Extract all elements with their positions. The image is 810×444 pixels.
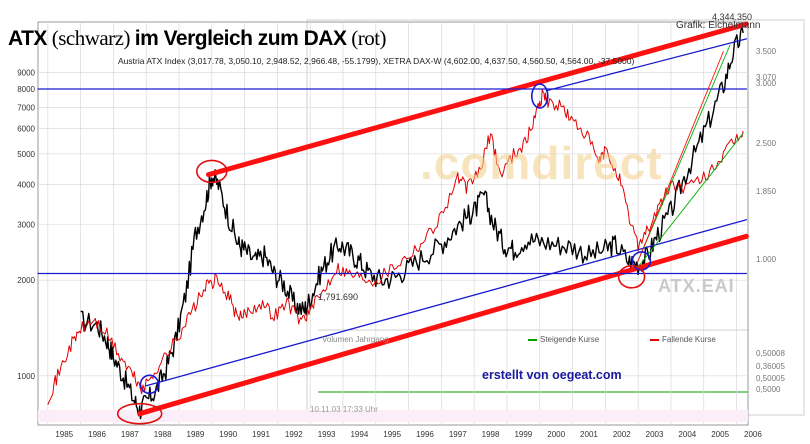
x-tick-1990: 1990	[219, 430, 237, 439]
legend-rising-label: Steigende Kurse	[540, 335, 600, 344]
grafik-label: Grafik: Eichelmann	[676, 20, 761, 31]
title-atx: ATX	[8, 27, 47, 50]
plot-frame	[37, 21, 749, 426]
lower-red-trend	[137, 233, 749, 417]
x-tick-1986: 1986	[88, 430, 106, 439]
marker-atx-peak-1990	[196, 159, 228, 184]
right-tick-9: 0,5000	[756, 385, 781, 394]
x-tick-2001: 2001	[580, 430, 598, 439]
y-tick-9000: 9000	[17, 69, 35, 78]
datestamp: 10.11.03 17:33 Uhr	[310, 405, 378, 414]
marker-red-low-2003	[617, 264, 646, 289]
lower-blue-trend	[145, 219, 748, 387]
comdirect-watermark: .comdirect	[420, 137, 663, 189]
red-thin-trend	[637, 51, 724, 262]
chart-subtitle: Austria ATX Index (3,017.78, 3,050.10, 2…	[118, 56, 635, 66]
x-tick-1988: 1988	[154, 430, 172, 439]
x-tick-1995: 1995	[383, 430, 401, 439]
title-dax: im Vergleich zum DAX	[134, 27, 347, 50]
x-tick-1996: 1996	[416, 430, 434, 439]
right-tick-7: 0,36005	[756, 362, 785, 371]
x-tick-1997: 1997	[449, 430, 467, 439]
x-tick-2006: 2006	[744, 430, 762, 439]
right-tick-0: 3.500	[756, 47, 777, 56]
series-dax	[47, 88, 744, 405]
legend-falling: Fallende Kurse	[650, 335, 716, 344]
y-tick-1000: 1000	[17, 372, 35, 381]
volume-legend: Volumen Jahrgang	[322, 335, 389, 344]
title-rot: (rot)	[346, 26, 387, 50]
low-value-label: 1,791.690	[318, 292, 359, 302]
x-tick-1992: 1992	[285, 430, 303, 439]
volume-strip	[38, 410, 748, 422]
x-tick-1991: 1991	[252, 430, 270, 439]
x-tick-1993: 1993	[318, 430, 336, 439]
y-tick-8000: 8000	[17, 85, 35, 94]
right-tick-4: 1.850	[756, 187, 777, 196]
marker-atx-low-1988	[139, 374, 160, 395]
right-tick-3: 2.500	[756, 139, 777, 148]
x-tick-1998: 1998	[482, 430, 500, 439]
marker-atx-low-1987	[116, 402, 163, 425]
x-tick-2003: 2003	[646, 430, 664, 439]
y-tick-6000: 6000	[17, 125, 35, 134]
y-tick-2000: 2000	[17, 276, 35, 285]
x-tick-1989: 1989	[187, 430, 205, 439]
right-tick-1: 3.070	[756, 73, 777, 82]
chart-title: ATX (schwarz) im Vergleich zum DAX (rot)	[8, 26, 387, 51]
legend-falling-label: Fallende Kurse	[662, 335, 716, 344]
right-tick-2: 3.000	[756, 79, 777, 88]
right-tick-6: 0,50008	[756, 349, 785, 358]
green-channel-2	[637, 44, 731, 262]
green-channel-1	[637, 132, 744, 268]
x-tick-2004: 2004	[678, 430, 696, 439]
legend-rising: Steigende Kurse	[528, 335, 599, 344]
peak-value-label: 4,344.350	[712, 12, 753, 22]
x-tick-1994: 1994	[350, 430, 368, 439]
x-tick-2002: 2002	[613, 430, 631, 439]
y-tick-4000: 4000	[17, 181, 35, 190]
y-tick-3000: 3000	[17, 220, 35, 229]
atx-eai-label: ATX.EAI	[658, 276, 735, 296]
x-tick-1987: 1987	[121, 430, 139, 439]
series-atx	[80, 25, 744, 420]
title-schwarz: (schwarz)	[46, 26, 135, 50]
x-tick-2000: 2000	[547, 430, 565, 439]
x-tick-1985: 1985	[55, 430, 73, 439]
credit-text: erstellt von oegeat.com	[482, 368, 622, 382]
y-tick-5000: 5000	[17, 150, 35, 159]
marker-dax-peak-2000	[530, 83, 549, 109]
upper-blue-trend	[545, 38, 748, 92]
right-tick-5: 1.000	[756, 255, 777, 264]
right-tick-8: 0,50005	[756, 374, 785, 383]
y-tick-7000: 7000	[17, 103, 35, 112]
x-tick-1999: 1999	[514, 430, 532, 439]
x-tick-2005: 2005	[711, 430, 729, 439]
upper-red-trend	[206, 21, 749, 178]
